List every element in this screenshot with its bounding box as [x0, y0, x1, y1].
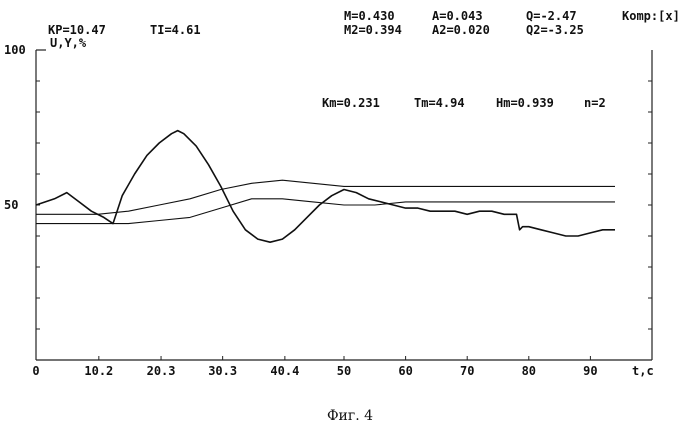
km-readout: Km=0.231	[322, 96, 380, 110]
x-tick-label: 0	[32, 364, 39, 378]
hm-readout: Hm=0.939	[496, 96, 554, 110]
a-readout: A=0.043	[432, 9, 483, 23]
kp-readout: KP=10.47	[48, 23, 106, 37]
series-group	[36, 131, 615, 243]
x-tick-label: 10.2	[84, 364, 113, 378]
x-tick-label: 60	[398, 364, 412, 378]
a2-readout: A2=0.020	[432, 23, 490, 37]
series-line-2	[36, 180, 615, 214]
y-tick-label: 50	[4, 198, 18, 212]
m-readout: M=0.430	[344, 9, 395, 23]
x-tick-labels: 0 10.2 20.3 30.3 40.4 50 60 70 80 90	[32, 364, 597, 378]
q2-readout: Q2=-3.25	[526, 23, 584, 37]
x-tick-label: 20.3	[147, 364, 176, 378]
m2-readout: M2=0.394	[344, 23, 402, 37]
tm-readout: Tm=4.94	[414, 96, 465, 110]
y-tick-label: 100	[4, 43, 26, 57]
y-axis-label: U,Y,%	[50, 36, 87, 50]
series-line-3	[36, 199, 615, 224]
x-axis-label: t,c	[632, 364, 654, 378]
x-tick-label: 80	[522, 364, 536, 378]
komp-toggle[interactable]: Komp:[x]	[622, 9, 680, 23]
q-readout: Q=-2.47	[526, 9, 577, 23]
x-tick-label: 70	[460, 364, 474, 378]
y-tick-labels: 100 50	[4, 43, 26, 212]
ti-readout: TI=4.61	[150, 23, 201, 37]
x-tick-label: 30.3	[208, 364, 237, 378]
x-tick-label: 90	[583, 364, 597, 378]
x-tick-label: 50	[337, 364, 351, 378]
figure-caption: Фиг. 4	[327, 408, 373, 424]
x-tick-label: 40.4	[270, 364, 299, 378]
n-readout: n=2	[584, 96, 606, 110]
